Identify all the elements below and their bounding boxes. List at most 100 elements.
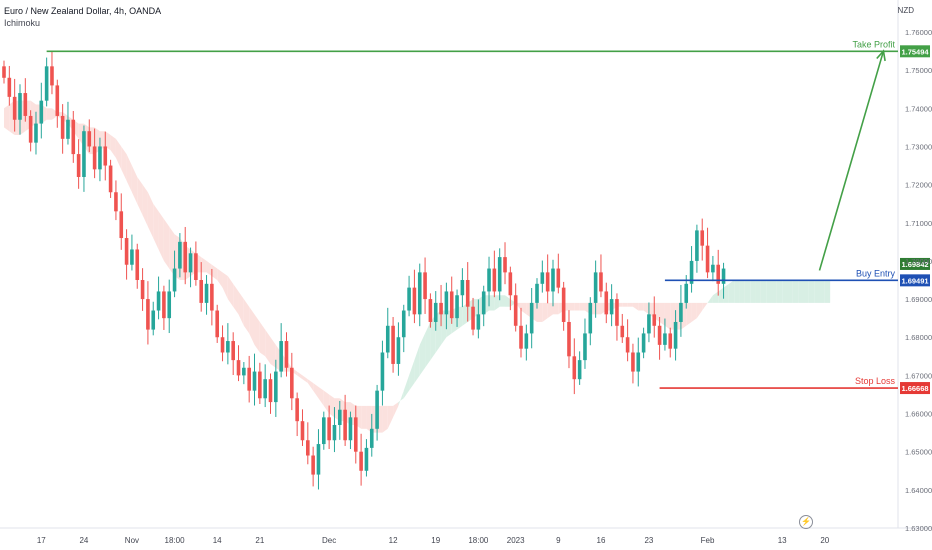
candle <box>540 272 545 284</box>
x-tick-label: 14 <box>213 536 222 545</box>
y-tick-label: 1.73000 <box>905 142 932 151</box>
candle <box>396 337 401 364</box>
lightning-icon[interactable]: ⚡ <box>799 515 813 529</box>
price-levels[interactable]: Take Profit 1.75494 Buy Entry 1.69491 Stop L… <box>46 39 930 395</box>
candle <box>210 283 214 311</box>
cloud-segment <box>808 280 815 303</box>
candle <box>103 146 108 166</box>
projection-arrow[interactable] <box>818 49 886 271</box>
cloud-segment <box>622 302 628 307</box>
candle <box>167 291 172 319</box>
candle <box>695 230 699 261</box>
candle <box>76 154 81 177</box>
x-tick-label: 16 <box>597 536 606 545</box>
x-tick-label: 19 <box>431 536 440 545</box>
candle <box>636 352 641 372</box>
cloud-segment <box>163 218 170 269</box>
candle <box>124 238 129 265</box>
candle <box>226 341 230 353</box>
cloud-segment <box>632 302 639 311</box>
x-tick-label: 12 <box>389 536 398 545</box>
candle <box>82 131 86 177</box>
candle <box>529 302 534 334</box>
candle <box>711 264 715 273</box>
take-profit-price-text: 1.75494 <box>901 47 929 56</box>
cloud-segment <box>766 280 772 303</box>
cloud-segment <box>537 302 543 322</box>
cloud-segment <box>259 321 266 357</box>
candle <box>609 299 614 315</box>
candle <box>279 341 283 372</box>
candle <box>700 230 705 246</box>
cloud-segment <box>393 402 399 418</box>
candle <box>306 440 310 456</box>
candle <box>18 93 22 120</box>
time-axis[interactable]: 17 24 Nov 18:00 14 21 Dec 12 19 18:00 2023 9 16 23 Feb… <box>37 536 830 545</box>
candle <box>178 241 182 269</box>
cloud-segment <box>430 314 436 361</box>
cloud-segment <box>552 302 559 315</box>
candle <box>508 272 513 296</box>
cloud-segment <box>153 203 159 250</box>
cloud-segment <box>547 302 553 319</box>
candlestick-series <box>2 51 726 490</box>
cloud-segment <box>734 280 740 303</box>
cloud-segment <box>147 192 154 239</box>
projection-arrow-head[interactable] <box>876 49 886 62</box>
take-profit-label: Take Profit <box>852 39 895 49</box>
candle <box>492 268 497 292</box>
candle <box>23 93 28 116</box>
candle <box>156 291 161 311</box>
current-price-text: 1.69842 <box>901 260 928 269</box>
cloud-segment <box>702 302 708 311</box>
cloud-segment <box>302 375 308 384</box>
candle <box>215 310 219 338</box>
candle <box>55 85 60 116</box>
candle <box>391 325 395 364</box>
candle <box>380 352 385 391</box>
candle <box>274 371 278 403</box>
cloud-segment <box>361 405 367 429</box>
cloud-segment <box>755 280 761 303</box>
candle <box>535 283 539 303</box>
y-tick-label: 1.65000 <box>905 448 932 457</box>
candle <box>503 257 507 273</box>
y-tick-label: 1.72000 <box>905 181 932 190</box>
candle <box>513 295 518 326</box>
candle <box>369 428 374 448</box>
projection-arrow-line[interactable] <box>818 50 885 271</box>
candle <box>348 417 353 441</box>
candle <box>385 325 390 353</box>
candle <box>481 291 486 315</box>
cloud-segment <box>425 321 431 368</box>
candle <box>204 283 209 303</box>
cloud-segment <box>760 280 767 303</box>
indicator-label[interactable]: Ichimoku <box>4 18 41 28</box>
cloud-segment <box>627 302 633 307</box>
cloud-segment <box>510 299 516 307</box>
x-tick-label: 18:00 <box>165 536 186 545</box>
candle <box>268 379 273 403</box>
candle <box>39 100 44 124</box>
cloud-segment <box>521 302 527 315</box>
cloud-segment <box>718 287 724 303</box>
cloud-segment <box>814 280 820 303</box>
cloud-segment <box>750 280 756 303</box>
candle <box>343 409 347 441</box>
cloud-segment <box>782 280 788 303</box>
take-profit-price-badge <box>900 45 930 58</box>
price-axis[interactable]: 1.76000 1.75000 1.74000 1.73000 1.72000 1.710… <box>905 28 932 533</box>
cloud-segment <box>792 280 799 303</box>
candle <box>28 115 33 143</box>
cloud-segment <box>249 306 255 345</box>
candle <box>439 302 443 315</box>
cloud-segment <box>307 379 314 391</box>
candle <box>593 272 598 303</box>
cloud-segment <box>707 295 713 303</box>
x-tick-label: 18:00 <box>468 536 489 545</box>
cloud-segment <box>739 280 745 303</box>
x-tick-label: Nov <box>125 536 139 545</box>
cloud-segment <box>169 226 175 277</box>
candle <box>12 96 17 120</box>
